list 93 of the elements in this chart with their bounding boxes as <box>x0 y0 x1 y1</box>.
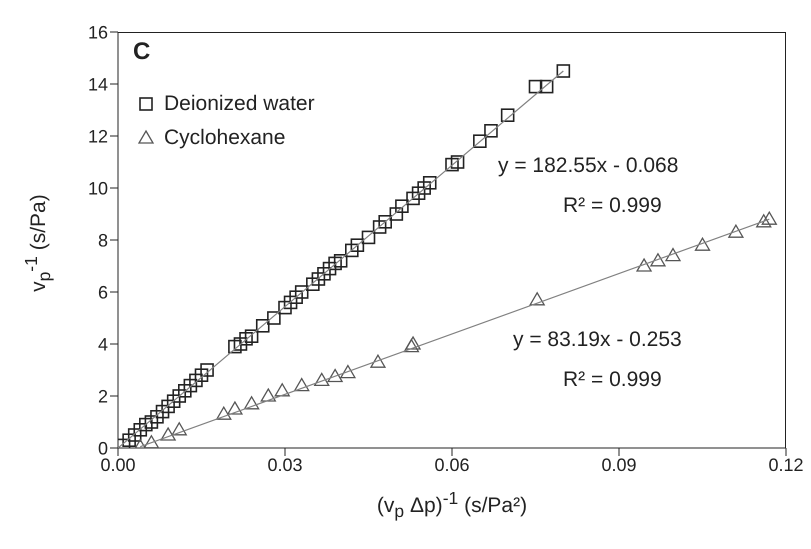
point <box>128 428 142 442</box>
point <box>314 372 330 386</box>
point <box>172 422 187 436</box>
point <box>122 433 136 447</box>
point <box>200 363 214 377</box>
point <box>530 292 545 306</box>
point <box>239 332 253 346</box>
x-tick-label: 0.06 <box>434 454 470 475</box>
point <box>260 388 276 402</box>
point <box>350 238 364 252</box>
x-axis-title: (v$_{p}$ Δp)$^{-1}$ (s/Pa²) <box>376 488 528 522</box>
point <box>312 272 326 286</box>
y-tick-label: 16 <box>88 22 108 42</box>
point <box>328 256 342 270</box>
annotation: y = 182.55x - 0.068 <box>498 154 678 178</box>
point <box>227 401 243 415</box>
y-tick-label: 6 <box>98 282 108 302</box>
point <box>528 80 542 94</box>
point <box>161 400 175 414</box>
point <box>445 158 459 172</box>
y-tick-label: 2 <box>98 386 108 406</box>
point <box>762 212 777 225</box>
point <box>244 396 260 410</box>
point <box>234 337 248 351</box>
point <box>756 214 772 228</box>
point <box>556 64 570 78</box>
point <box>334 254 348 268</box>
point <box>378 215 392 229</box>
point <box>406 192 420 206</box>
x-tick-label: 0.09 <box>601 454 637 475</box>
point <box>484 124 498 138</box>
point <box>665 248 681 262</box>
point <box>216 406 232 420</box>
point <box>340 364 356 378</box>
y-tick-label: 10 <box>88 178 108 198</box>
point <box>150 410 164 424</box>
point <box>405 336 421 350</box>
x-tick-label: 0.03 <box>267 454 303 475</box>
point <box>184 378 198 392</box>
point <box>500 108 514 122</box>
point <box>450 155 464 169</box>
point <box>289 290 303 304</box>
point <box>473 134 487 148</box>
legend-label: Cyclohexane <box>164 125 286 151</box>
point <box>160 427 176 441</box>
point <box>412 186 426 200</box>
point <box>139 418 153 432</box>
point <box>284 296 298 310</box>
point <box>278 300 292 314</box>
point <box>395 199 409 213</box>
annotation: C <box>133 38 150 66</box>
point <box>274 383 290 396</box>
point <box>650 253 666 266</box>
point <box>267 311 281 325</box>
point <box>322 262 336 276</box>
point <box>294 378 310 392</box>
point <box>417 181 431 195</box>
point <box>172 389 186 403</box>
point <box>228 340 242 354</box>
point <box>133 423 148 437</box>
point <box>294 285 308 299</box>
point <box>728 224 744 238</box>
point <box>144 435 160 448</box>
annotation: R² = 0.999 <box>563 368 662 392</box>
point <box>404 338 420 352</box>
point <box>372 220 386 234</box>
point <box>306 277 320 291</box>
point <box>244 329 258 343</box>
y-tick-label: 14 <box>88 74 108 94</box>
point <box>694 238 710 251</box>
y-tick-label: 12 <box>88 126 108 146</box>
y-tick-label: 8 <box>98 230 108 250</box>
annotation: y = 83.19x - 0.253 <box>513 328 682 352</box>
legend-label: Deionized water <box>164 91 315 117</box>
point <box>422 176 437 190</box>
point <box>327 368 343 382</box>
point <box>189 374 203 388</box>
point <box>166 394 180 408</box>
point <box>194 368 208 382</box>
point <box>256 319 270 333</box>
point <box>144 415 158 429</box>
point <box>345 244 359 258</box>
annotation: R² = 0.999 <box>563 194 662 218</box>
point <box>362 230 376 244</box>
y-tick-label: 4 <box>98 334 108 354</box>
point <box>317 267 331 281</box>
point <box>636 258 652 272</box>
point <box>178 384 192 398</box>
point <box>390 207 404 221</box>
point <box>370 354 386 368</box>
point <box>156 404 170 418</box>
x-tick-label: 0.12 <box>768 454 804 475</box>
point <box>540 80 554 94</box>
